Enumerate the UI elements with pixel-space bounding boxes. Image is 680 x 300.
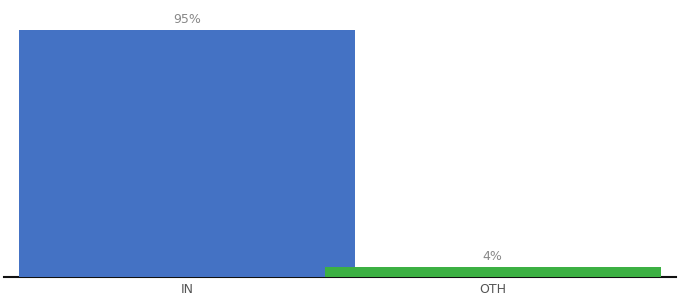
Text: 4%: 4% bbox=[483, 250, 503, 263]
Bar bbox=[325, 267, 660, 277]
Bar bbox=[20, 30, 355, 277]
Text: 95%: 95% bbox=[173, 13, 201, 26]
